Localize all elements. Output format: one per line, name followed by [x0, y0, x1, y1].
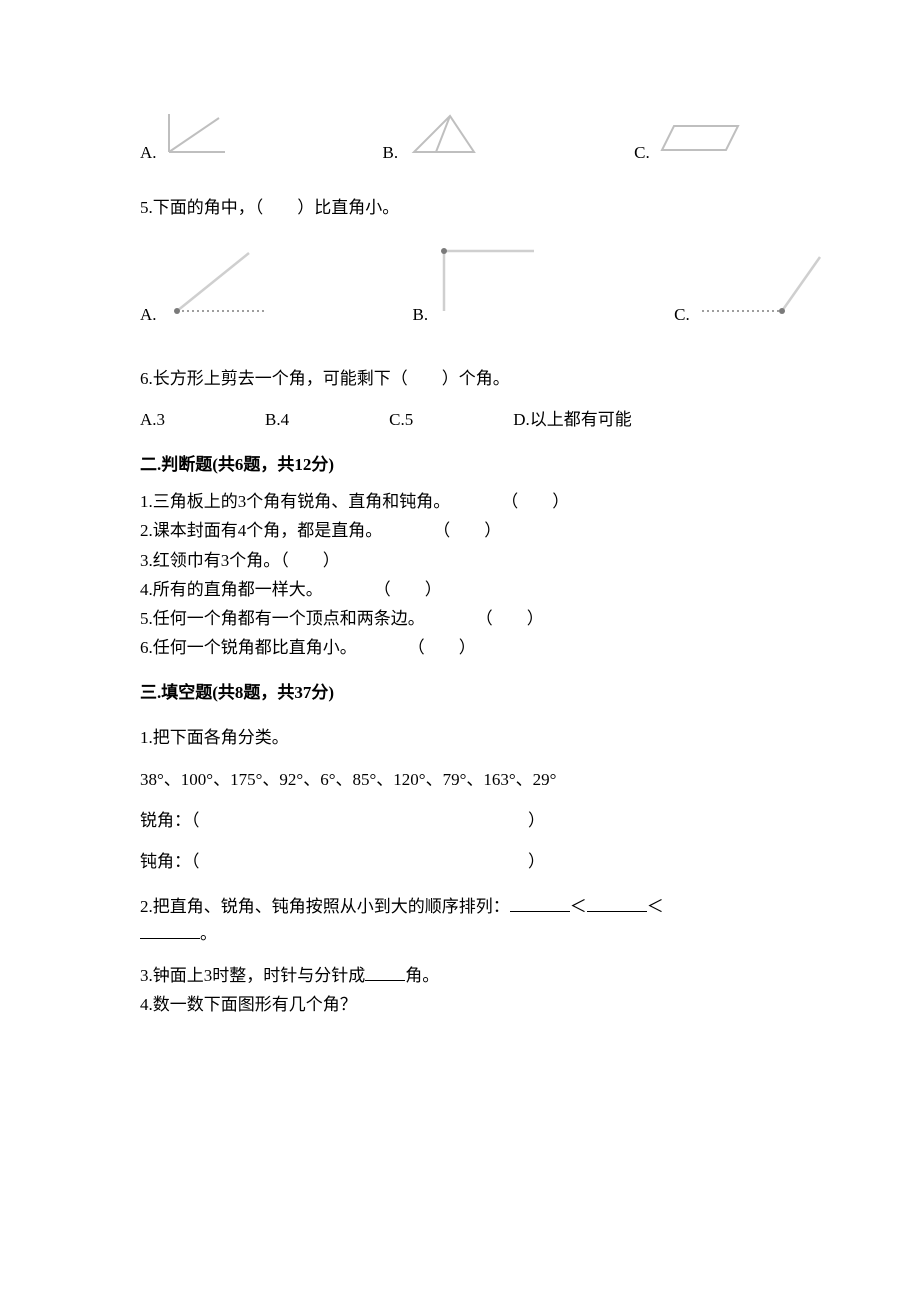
- q6-a: A.3: [140, 406, 165, 433]
- q4-option-c: C.: [634, 118, 746, 166]
- fill1-acute-label: 锐角：（: [140, 811, 200, 830]
- q5-c-figure: [696, 245, 826, 328]
- fill1-text: 1.把下面各角分类。: [140, 724, 780, 751]
- fill3-blank[interactable]: [365, 964, 405, 981]
- fill3-pre: 3.钟面上3时整，时针与分针成: [140, 966, 365, 985]
- q4-a-figure: [163, 108, 233, 166]
- fill1-angles: 38°、100°、175°、92°、6°、85°、120°、79°、163°、2…: [140, 766, 780, 793]
- tf-5: 5.任何一个角都有一个顶点和两条边。 （ ）: [140, 605, 780, 632]
- q5-a-label: A.: [140, 301, 157, 328]
- fill3-row: 3.钟面上3时整，时针与分针成 角。: [140, 962, 780, 989]
- q4-b-label: B.: [383, 139, 399, 166]
- fill1-obtuse-row: 钝角：（ ）: [140, 848, 780, 875]
- q5-b-label: B.: [413, 301, 429, 328]
- q6-b: B.4: [265, 406, 289, 433]
- fill2-blank1[interactable]: [510, 895, 570, 912]
- q4-c-label: C.: [634, 139, 650, 166]
- q6-c: C.5: [389, 406, 413, 433]
- fill4-text: 4.数一数下面图形有几个角？: [140, 991, 780, 1018]
- fill1-close-2: ）: [528, 852, 545, 871]
- fill1-obtuse-label: 钝角：（: [140, 852, 200, 871]
- tf-1: 1.三角板上的3个角有锐角、直角和钝角。 （ ）: [140, 488, 780, 515]
- q6-options: A.3 B.4 C.5 D.以上都有可能: [140, 406, 780, 433]
- tf-2: 2.课本封面有4个角，都是直角。 （ ）: [140, 517, 780, 544]
- tf-6: 6.任何一个锐角都比直角小。 （ ）: [140, 634, 780, 661]
- q5-option-c: C.: [674, 245, 826, 328]
- q5-option-a: A.: [140, 245, 283, 328]
- fill1-acute-row: 锐角：（ ）: [140, 807, 780, 834]
- q4-a-label: A.: [140, 139, 157, 166]
- section2-title: 二.判断题(共6题，共12分): [140, 451, 780, 478]
- q4-option-b: B.: [383, 108, 485, 166]
- tf-4: 4.所有的直角都一样大。 （ ）: [140, 576, 780, 603]
- q6-text: 6.长方形上剪去一个角，可能剩下（ ）个角。: [140, 365, 780, 392]
- fill3-post: 角。: [405, 966, 439, 985]
- fill2-period: 。: [200, 924, 217, 943]
- q5-options-row: A. B. C.: [140, 245, 780, 328]
- q5-c-label: C.: [674, 301, 690, 328]
- fill1-close-1: ）: [528, 811, 545, 830]
- q5-text: 5.下面的角中，（ ）比直角小。: [140, 194, 780, 221]
- fill2-blank3[interactable]: [140, 922, 200, 939]
- fill2-blank2[interactable]: [587, 895, 647, 912]
- section3-title: 三.填空题(共8题，共37分): [140, 679, 780, 706]
- q5-b-figure: [434, 245, 544, 328]
- fill2-lt2: ＜: [647, 897, 664, 916]
- q5-option-b: B.: [413, 245, 545, 328]
- q4-b-figure: [404, 108, 484, 166]
- q5-a-figure: [163, 245, 283, 328]
- tf-3: 3.红领巾有3个角。（ ）: [140, 547, 780, 574]
- fill2-prefix: 2.把直角、锐角、钝角按照从小到大的顺序排列：: [140, 897, 510, 916]
- q4-options-row: A. B. C.: [140, 108, 780, 166]
- fill2-row: 2.把直角、锐角、钝角按照从小到大的顺序排列： ＜ ＜ 。: [140, 893, 780, 947]
- q6-d: D.以上都有可能: [513, 406, 632, 433]
- q4-c-figure: [656, 118, 746, 166]
- fill2-lt1: ＜: [570, 897, 587, 916]
- q4-option-a: A.: [140, 108, 233, 166]
